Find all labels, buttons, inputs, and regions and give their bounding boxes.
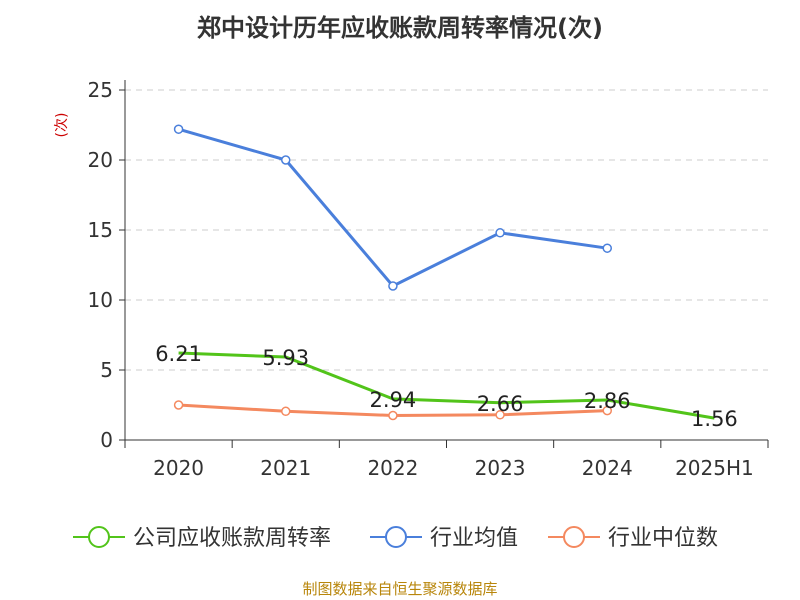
series-line <box>178 127 608 288</box>
x-tick-label: 2022 <box>367 456 418 480</box>
data-point <box>602 405 612 416</box>
data-label: 2.66 <box>477 392 524 416</box>
y-tick-label: 5 <box>100 358 113 382</box>
x-tick-label: 2024 <box>582 456 633 480</box>
legend-label: 公司应收账款周转率 <box>133 526 331 551</box>
y-tick-label: 25 <box>88 78 113 102</box>
chart-title: 郑中设计历年应收账款周转率情况(次) <box>197 14 603 42</box>
y-tick-label: 0 <box>100 428 113 452</box>
legend-label: 行业均值 <box>430 526 518 551</box>
data-label: 2.94 <box>370 388 417 412</box>
data-point <box>173 124 184 134</box>
x-tick-label: 2025H1 <box>675 456 754 480</box>
data-label: 2.86 <box>584 389 631 413</box>
legend-marker <box>563 526 585 548</box>
data-point <box>173 400 184 410</box>
data-point <box>281 155 291 165</box>
y-tick-label: 20 <box>88 148 113 172</box>
legend-marker <box>88 526 110 548</box>
y-tick-label: 10 <box>88 288 113 312</box>
series-line <box>178 351 715 420</box>
data-point <box>495 410 505 420</box>
data-point <box>495 228 505 238</box>
data-point <box>281 406 291 417</box>
data-label: 1.56 <box>691 407 738 431</box>
y-tick-label: 15 <box>88 218 113 242</box>
data-point <box>388 281 398 291</box>
legend-marker <box>385 526 407 548</box>
data-point <box>388 410 398 421</box>
data-label: 5.93 <box>262 346 309 370</box>
x-tick-label: 2020 <box>153 456 204 480</box>
data-point <box>602 243 612 253</box>
source-note: 制图数据来自恒生聚源数据库 <box>302 580 498 598</box>
y-axis-label: (次) <box>54 113 70 138</box>
x-tick-label: 2021 <box>260 456 311 480</box>
legend-label: 行业中位数 <box>608 526 718 551</box>
data-label: 6.21 <box>155 342 202 366</box>
x-tick-label: 2023 <box>475 456 526 480</box>
